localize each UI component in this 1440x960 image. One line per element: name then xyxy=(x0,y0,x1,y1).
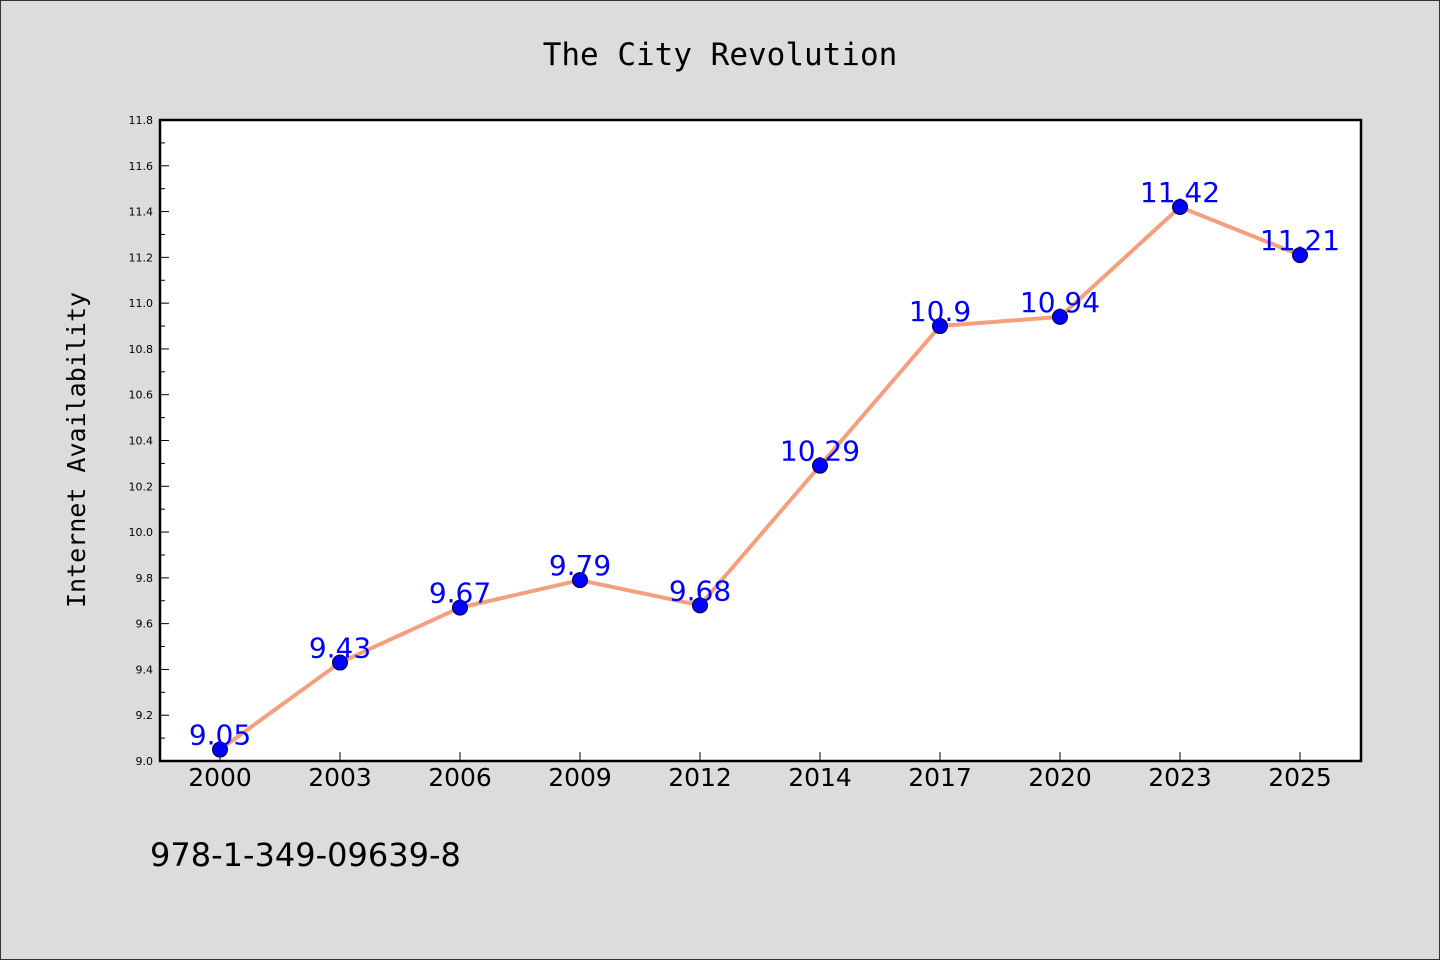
series-line-group xyxy=(218,204,1301,752)
y-tick-label: 10.4 xyxy=(129,435,154,448)
x-tick-label: 2009 xyxy=(548,763,612,792)
x-tick-label: 2025 xyxy=(1268,763,1332,792)
data-point-marker xyxy=(332,654,348,671)
x-tick-label: 2023 xyxy=(1148,763,1212,792)
y-tick-label: 9.4 xyxy=(136,663,154,676)
y-axis-label: Internet Availability xyxy=(62,292,91,608)
data-point-label: 9.68 xyxy=(669,574,731,607)
y-tick-label: 11.4 xyxy=(129,206,154,219)
data-point-label: 11.21 xyxy=(1260,224,1340,257)
data-point-marker xyxy=(1172,198,1188,215)
x-tick-label: 2020 xyxy=(1028,763,1092,792)
chart-title: The City Revolution xyxy=(543,37,898,73)
data-point-marker xyxy=(692,597,708,614)
y-tick-label: 11.6 xyxy=(129,160,154,173)
x-axis: 2000 2003 2006 2009 2012 2014 2017 2020 2023 2025 xyxy=(188,752,1332,792)
x-tick-label: 2012 xyxy=(668,763,732,792)
y-tick-label: 10.8 xyxy=(129,343,154,356)
x-tick-label: 2003 xyxy=(308,763,372,792)
data-point-label: 10.9 xyxy=(909,295,971,328)
data-labels-group: 9.05 9.43 9.67 9.79 9.68 10.29 10.9 10.94 11.42 1… xyxy=(189,176,1340,752)
y-tick-label: 9.0 xyxy=(136,755,154,768)
y-tick-label: 11.2 xyxy=(129,251,154,264)
data-point-marker xyxy=(812,457,828,474)
y-tick-label: 10.6 xyxy=(129,389,154,402)
x-tick-label: 2006 xyxy=(428,763,492,792)
y-tick-label: 11.8 xyxy=(129,114,154,127)
data-point-marker xyxy=(572,572,588,589)
data-point-label: 9.67 xyxy=(429,577,491,610)
x-tick-label: 2017 xyxy=(908,763,972,792)
data-point-marker xyxy=(932,318,948,335)
y-tick-label: 9.6 xyxy=(136,618,154,631)
isbn-annotation: 978-1-349-09639-8 xyxy=(150,836,461,874)
data-point-marker xyxy=(452,599,468,616)
y-tick-label: 11.0 xyxy=(129,297,154,310)
y-tick-label: 10.0 xyxy=(129,526,154,539)
markers-group xyxy=(212,198,1308,758)
series-line xyxy=(218,204,1301,752)
data-point-marker xyxy=(1292,247,1308,264)
y-tick-label: 9.8 xyxy=(136,572,154,585)
x-tick-label: 2014 xyxy=(788,763,852,792)
x-tick-label: 2000 xyxy=(188,763,252,792)
y-tick-label: 10.2 xyxy=(129,480,154,493)
data-point-label: 10.29 xyxy=(780,435,860,468)
data-point-label: 9.43 xyxy=(309,632,371,665)
y-axis: 9.0 9.2 9.4 9.6 9.8 10.0 10.2 10.4 10.6 10.8 11.0 1… xyxy=(129,114,169,768)
data-point-label: 9.79 xyxy=(549,549,611,582)
data-point-label: 9.05 xyxy=(189,719,251,752)
data-point-label: 10.94 xyxy=(1020,286,1100,319)
data-point-label: 11.42 xyxy=(1140,176,1220,209)
y-tick-label: 9.2 xyxy=(136,709,154,722)
data-point-marker xyxy=(212,741,228,758)
data-point-marker xyxy=(1052,308,1068,325)
